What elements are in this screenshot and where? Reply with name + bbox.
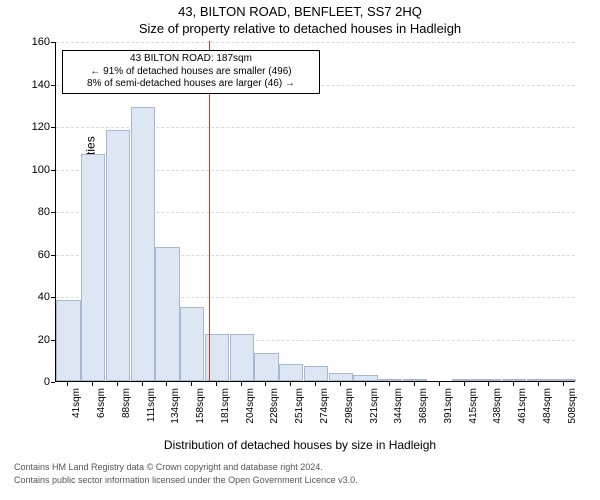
chart-container: 43, BILTON ROAD, BENFLEET, SS7 2HQ Size …	[0, 0, 600, 500]
histogram-bar	[180, 307, 204, 381]
xtick-label: 228sqm	[269, 388, 280, 436]
ytick-mark	[51, 340, 55, 341]
xtick-mark	[365, 382, 366, 386]
xtick-label: 368sqm	[418, 388, 429, 436]
ytick-mark	[51, 297, 55, 298]
histogram-bar	[527, 379, 551, 381]
chart-title-sub: Size of property relative to detached ho…	[0, 21, 600, 36]
histogram-bar	[81, 154, 105, 381]
xtick-mark	[414, 382, 415, 386]
histogram-bar	[353, 375, 377, 381]
gridline	[56, 42, 575, 43]
ytick-label: 80	[10, 206, 50, 218]
xtick-mark	[513, 382, 514, 386]
ytick-mark	[51, 42, 55, 43]
ytick-label: 0	[10, 376, 50, 388]
xtick-label: 321sqm	[369, 388, 380, 436]
xtick-label: 438sqm	[492, 388, 503, 436]
xtick-mark	[92, 382, 93, 386]
histogram-bar	[155, 247, 179, 381]
ytick-label: 20	[10, 334, 50, 346]
xtick-label: 298sqm	[344, 388, 355, 436]
xtick-mark	[166, 382, 167, 386]
ytick-mark	[51, 85, 55, 86]
footer-line-1: Contains HM Land Registry data © Crown c…	[14, 462, 323, 474]
histogram-bar	[502, 379, 526, 381]
ytick-label: 160	[10, 36, 50, 48]
xtick-label: 41sqm	[71, 388, 82, 436]
histogram-bar	[551, 379, 575, 381]
histogram-bar	[254, 353, 278, 381]
ytick-label: 40	[10, 291, 50, 303]
annotation-line: 8% of semi-detached houses are larger (4…	[67, 78, 315, 91]
xtick-mark	[216, 382, 217, 386]
histogram-bar	[403, 379, 427, 381]
xtick-mark	[191, 382, 192, 386]
ytick-mark	[51, 382, 55, 383]
xtick-label: 274sqm	[319, 388, 330, 436]
annotation-line: ← 91% of detached houses are smaller (49…	[67, 66, 315, 79]
xtick-mark	[538, 382, 539, 386]
xtick-mark	[315, 382, 316, 386]
ytick-label: 100	[10, 164, 50, 176]
histogram-bar	[279, 364, 303, 381]
xtick-mark	[290, 382, 291, 386]
histogram-bar	[329, 373, 353, 382]
annotation-box: 43 BILTON ROAD: 187sqm← 91% of detached …	[62, 50, 320, 94]
ytick-mark	[51, 127, 55, 128]
xtick-label: 181sqm	[220, 388, 231, 436]
xtick-mark	[142, 382, 143, 386]
histogram-bar	[106, 130, 130, 381]
histogram-bar	[378, 379, 402, 381]
histogram-bar	[131, 107, 155, 381]
histogram-bar	[477, 379, 501, 381]
xtick-label: 64sqm	[96, 388, 107, 436]
histogram-bar	[56, 300, 80, 381]
xtick-mark	[488, 382, 489, 386]
xtick-mark	[340, 382, 341, 386]
x-axis-label: Distribution of detached houses by size …	[0, 438, 600, 452]
annotation-line: 43 BILTON ROAD: 187sqm	[67, 53, 315, 66]
xtick-label: 415sqm	[468, 388, 479, 436]
xtick-mark	[439, 382, 440, 386]
xtick-label: 134sqm	[170, 388, 181, 436]
ytick-label: 140	[10, 79, 50, 91]
ytick-mark	[51, 212, 55, 213]
ytick-mark	[51, 255, 55, 256]
histogram-bar	[230, 334, 254, 381]
xtick-mark	[241, 382, 242, 386]
ytick-mark	[51, 170, 55, 171]
xtick-label: 251sqm	[294, 388, 305, 436]
xtick-label: 391sqm	[443, 388, 454, 436]
xtick-label: 508sqm	[567, 388, 578, 436]
xtick-label: 111sqm	[146, 388, 157, 436]
xtick-mark	[563, 382, 564, 386]
xtick-label: 158sqm	[195, 388, 206, 436]
xtick-label: 461sqm	[517, 388, 528, 436]
footer-line-2: Contains public sector information licen…	[14, 475, 358, 487]
xtick-label: 344sqm	[393, 388, 404, 436]
histogram-bar	[452, 379, 476, 381]
ytick-label: 120	[10, 121, 50, 133]
xtick-mark	[389, 382, 390, 386]
xtick-label: 88sqm	[121, 388, 132, 436]
xtick-mark	[265, 382, 266, 386]
xtick-label: 484sqm	[542, 388, 553, 436]
xtick-mark	[464, 382, 465, 386]
histogram-bar	[304, 366, 328, 381]
xtick-mark	[67, 382, 68, 386]
xtick-mark	[117, 382, 118, 386]
ytick-label: 60	[10, 249, 50, 261]
chart-title-main: 43, BILTON ROAD, BENFLEET, SS7 2HQ	[0, 4, 600, 19]
xtick-label: 204sqm	[245, 388, 256, 436]
